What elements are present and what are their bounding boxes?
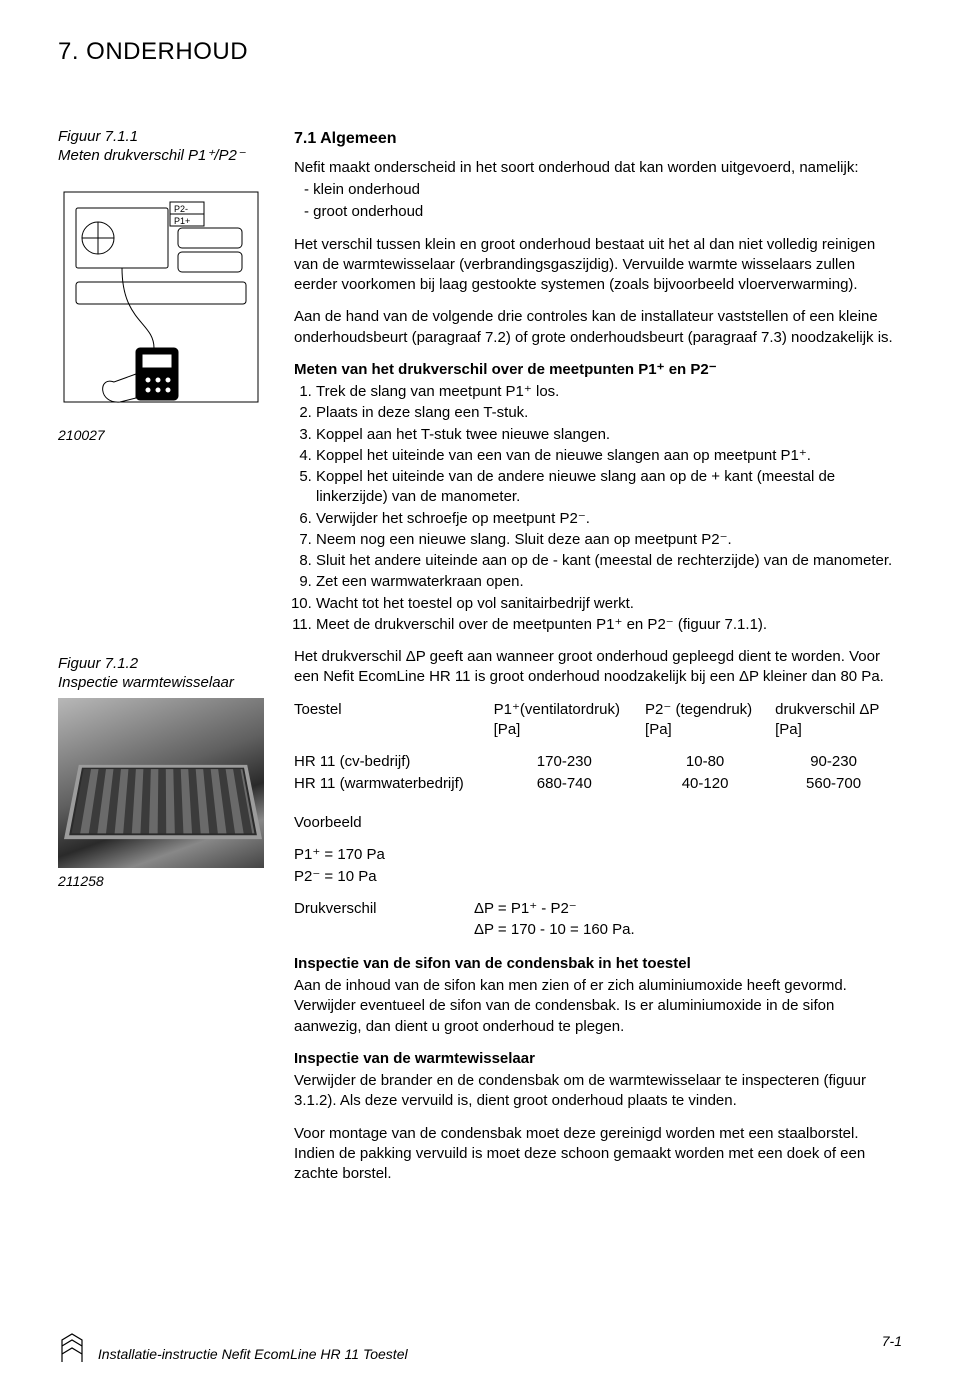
voorbeeld-line-1: P1⁺ = 170 Pa bbox=[294, 845, 902, 865]
figure-2-ref: 211258 bbox=[58, 872, 264, 891]
intro-p2: Het verschil tussen klein en groot onder… bbox=[294, 235, 902, 296]
figure-2-photo bbox=[58, 698, 264, 868]
formula-label: Drukverschil bbox=[294, 899, 474, 919]
figure-2-caption-line1: Figuur 7.1.2 bbox=[58, 655, 138, 672]
step-item: Meet de drukverschil over de meetpunten … bbox=[316, 615, 902, 635]
footer-page-number: 7-1 bbox=[882, 1332, 902, 1364]
figure-2-caption-line2: Inspectie warmtewisselaar bbox=[58, 674, 234, 691]
sifon-body: Aan de inhoud van de sifon kan men zien … bbox=[294, 976, 902, 1037]
table-header: P1⁺(ventilatordruk) [Pa] bbox=[494, 700, 645, 743]
figure-1-caption-line1: Figuur 7.1.1 bbox=[58, 128, 138, 145]
left-column: Figuur 7.1.1 Meten drukverschil P1⁺/P2⁻ bbox=[58, 128, 264, 891]
figure-1-ref: 210027 bbox=[58, 426, 264, 445]
table-header: Toestel bbox=[294, 700, 494, 743]
figure-2-caption: Figuur 7.1.2 Inspectie warmtewisselaar bbox=[58, 655, 264, 693]
table-header: drukverschil ΔP [Pa] bbox=[775, 700, 902, 743]
brand-logo-icon bbox=[58, 1332, 86, 1364]
table-header-line: P1⁺(ventilatordruk) bbox=[494, 701, 620, 718]
footer-left-text: Installatie-instructie Nefit EcomLine HR… bbox=[98, 1346, 408, 1362]
steps-list: Trek de slang van meetpunt P1⁺ los. Plaa… bbox=[294, 382, 902, 635]
formula-expression: ΔP = P1⁺ - P2⁻ bbox=[474, 899, 577, 919]
table-header-line: drukverschil ΔP bbox=[775, 701, 879, 718]
wissel-body: Verwijder de brander en de condensbak om… bbox=[294, 1071, 902, 1112]
table-cell: 560-700 bbox=[775, 774, 902, 796]
table-header-line: [Pa] bbox=[494, 721, 521, 738]
step-item: Wacht tot het toestel op vol sanitairbed… bbox=[316, 594, 902, 614]
step-item: Koppel aan het T-stuk twee nieuwe slange… bbox=[316, 425, 902, 445]
intro-p1: Nefit maakt onderscheid in het soort ond… bbox=[294, 158, 902, 178]
table-cell: 680-740 bbox=[494, 774, 645, 796]
figure-1-caption: Figuur 7.1.1 Meten drukverschil P1⁺/P2⁻ bbox=[58, 128, 264, 166]
table-header-line: [Pa] bbox=[775, 721, 802, 738]
table-cell: 10-80 bbox=[645, 752, 775, 774]
step-item: Koppel het uiteinde van een van de nieuw… bbox=[316, 446, 902, 466]
voorbeeld-head: Voorbeeld bbox=[294, 813, 902, 833]
figure-1-lineart: P2- P1+ bbox=[58, 172, 264, 422]
wissel-head: Inspectie van de warmtewisselaar bbox=[294, 1050, 535, 1067]
chapter-title: 7. ONDERHOUD bbox=[58, 36, 902, 68]
table-row: HR 11 (cv-bedrijf) 170-230 10-80 90-230 bbox=[294, 752, 902, 774]
step-item: Verwijder het schroefje op meetpunt P2⁻. bbox=[316, 509, 902, 529]
step-item: Neem nog een nieuwe slang. Sluit deze aa… bbox=[316, 530, 902, 550]
formula-expression: ΔP = 170 - 10 = 160 Pa. bbox=[474, 920, 635, 940]
step-item: Sluit het andere uiteinde aan op de - ka… bbox=[316, 551, 902, 571]
step-item: Plaats in deze slang een T-stuk. bbox=[316, 403, 902, 423]
figure-1-label-p2: P2- bbox=[174, 204, 188, 214]
intro-li2: - groot onderhoud bbox=[294, 202, 902, 222]
sifon-head: Inspectie van de sifon van de condensbak… bbox=[294, 955, 691, 972]
table-row: HR 11 (warmwaterbedrijf) 680-740 40-120 … bbox=[294, 774, 902, 796]
table-header-line: P2⁻ (tegendruk) bbox=[645, 701, 752, 718]
step-item: Koppel het uiteinde van de andere nieuwe… bbox=[316, 467, 902, 508]
wissel-body-2: Voor montage van de condensbak moet deze… bbox=[294, 1124, 902, 1185]
table-header-line: [Pa] bbox=[645, 721, 672, 738]
table-cell: HR 11 (cv-bedrijf) bbox=[294, 752, 494, 774]
table-cell: 90-230 bbox=[775, 752, 902, 774]
table-cell: 40-120 bbox=[645, 774, 775, 796]
page-footer: Installatie-instructie Nefit EcomLine HR… bbox=[58, 1332, 902, 1364]
formula-block: Drukverschil ΔP = P1⁺ - P2⁻ ΔP = 170 - 1… bbox=[294, 899, 902, 940]
delta-p-text: Het drukverschil ΔP geeft aan wanneer gr… bbox=[294, 647, 902, 688]
step-item: Zet een warmwaterkraan open. bbox=[316, 572, 902, 592]
figure-1-caption-line2: Meten drukverschil P1⁺/P2⁻ bbox=[58, 147, 245, 164]
intro-li1: - klein onderhoud bbox=[294, 180, 902, 200]
table-cell: HR 11 (warmwaterbedrijf) bbox=[294, 774, 494, 796]
table-header: P2⁻ (tegendruk) [Pa] bbox=[645, 700, 775, 743]
body-text-column: 7.1 Algemeen Nefit maakt onderscheid in … bbox=[294, 128, 902, 1196]
table-cell: 170-230 bbox=[494, 752, 645, 774]
pressure-table: Toestel P1⁺(ventilatordruk) [Pa] P2⁻ (te… bbox=[294, 700, 902, 797]
figure-1-label-p1: P1+ bbox=[174, 216, 190, 226]
intro-p3: Aan de hand van de volgende drie control… bbox=[294, 307, 902, 348]
section-head: 7.1 Algemeen bbox=[294, 128, 902, 150]
meten-head: Meten van het drukverschil over de meetp… bbox=[294, 361, 717, 378]
voorbeeld-line-2: P2⁻ = 10 Pa bbox=[294, 867, 902, 887]
step-item: Trek de slang van meetpunt P1⁺ los. bbox=[316, 382, 902, 402]
